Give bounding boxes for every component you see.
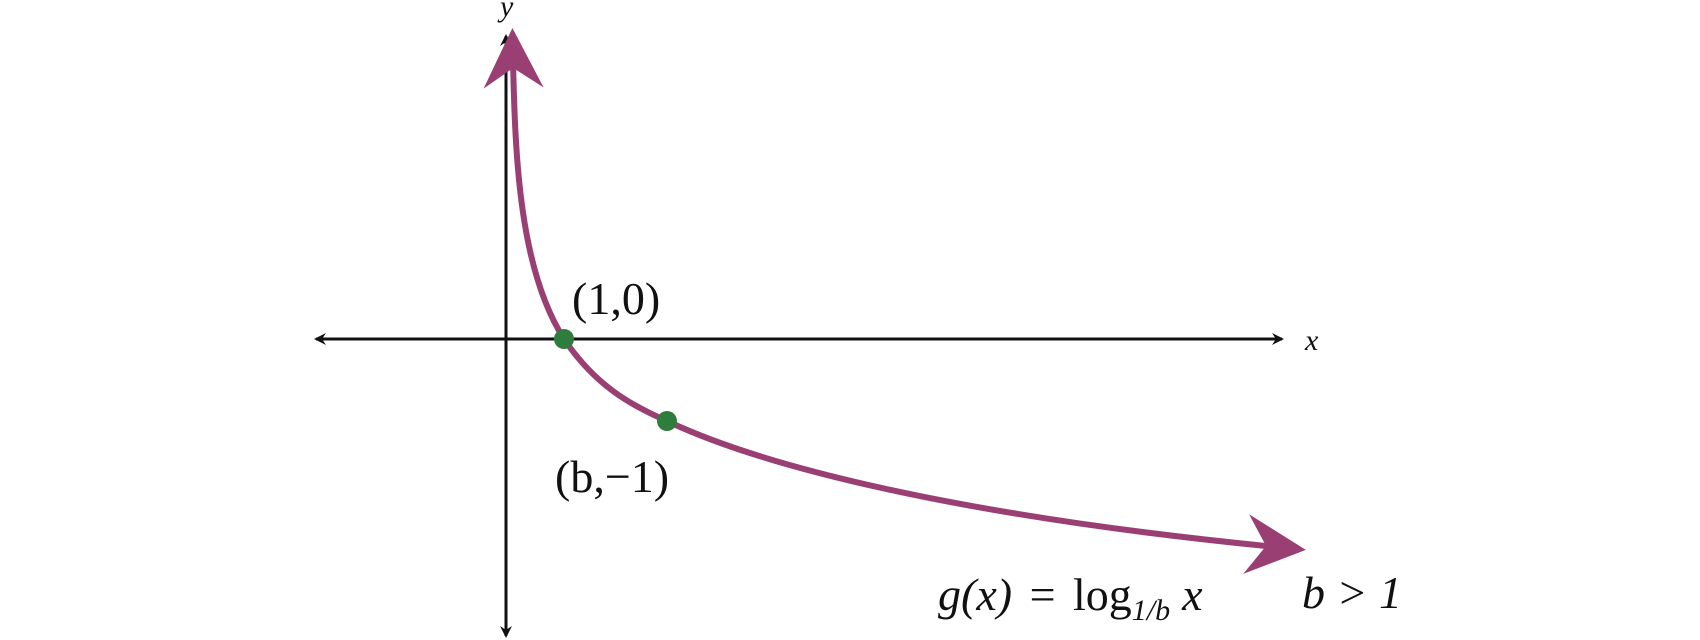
point (554, 329, 574, 349)
point-label: (1,0) (572, 273, 660, 324)
x-axis-label: x (1304, 324, 1319, 357)
y-axis-label: y (497, 0, 514, 23)
equation-base: 1/b (1132, 594, 1170, 627)
point-label: (b,−1) (555, 451, 669, 502)
equation-relation: = (1030, 569, 1056, 620)
point (657, 411, 677, 431)
log-curve (483, 28, 1306, 574)
equation-argument: x (1181, 569, 1203, 620)
equation-log: log (1073, 569, 1132, 620)
equation: g(x) = log1/b x (938, 569, 1203, 627)
condition: b > 1 (1302, 567, 1402, 618)
equation-lhs: g(x) (938, 569, 1012, 620)
